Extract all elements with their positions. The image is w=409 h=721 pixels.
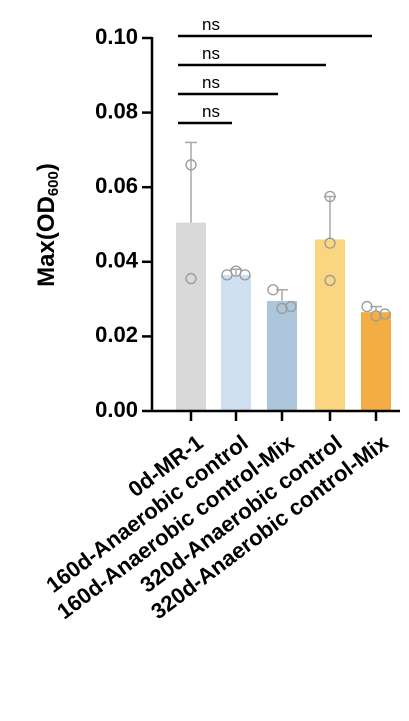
significance-label: ns	[202, 102, 220, 121]
data-point	[324, 190, 336, 203]
data-point	[267, 284, 279, 296]
data-point	[185, 159, 197, 171]
significance-label: ns	[202, 73, 220, 92]
data-point	[324, 274, 336, 287]
significance-label: ns	[202, 15, 220, 34]
y-axis-label: Max(OD600)	[33, 163, 62, 287]
y-axis-label-text: Max(OD600)	[33, 163, 62, 287]
data-point	[285, 300, 297, 313]
y-axis-label-main: Max(OD	[33, 196, 60, 287]
data-point	[361, 300, 373, 313]
y-axis-label-close: )	[33, 163, 60, 171]
bar	[221, 274, 251, 411]
y-tick-label: 0.00	[95, 397, 138, 422]
data-point	[239, 269, 251, 281]
bar	[315, 239, 345, 411]
y-tick-label: 0.04	[95, 248, 139, 273]
data-point	[379, 308, 391, 320]
data-point	[185, 272, 197, 285]
y-axis-label-subscript: 600	[45, 171, 62, 196]
y-tick-label: 0.10	[95, 24, 138, 49]
bar	[176, 222, 206, 411]
bar	[361, 312, 391, 411]
y-tick-label: 0.06	[95, 173, 138, 198]
y-tick-label: 0.02	[95, 322, 138, 347]
y-tick-label: 0.08	[95, 98, 138, 123]
bar	[267, 300, 297, 411]
data-point	[324, 237, 336, 249]
significance-label: ns	[202, 44, 220, 63]
